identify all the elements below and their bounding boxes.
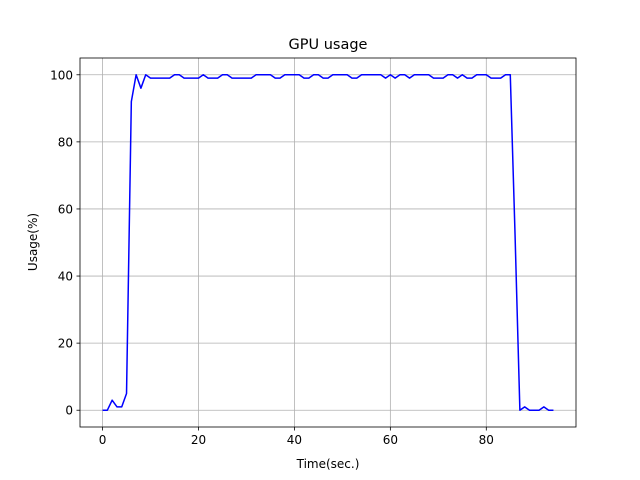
y-axis-label: Usage(%) <box>26 213 40 271</box>
x-tick-label: 80 <box>479 433 494 447</box>
y-tick-label: 0 <box>65 404 73 418</box>
y-tick-label: 80 <box>58 135 73 149</box>
plot-area <box>102 74 554 411</box>
x-axis-label: Time(sec.) <box>296 457 360 471</box>
y-tick-label: 60 <box>58 202 73 216</box>
y-axis-ticks: 0 20 40 60 80 100 <box>50 68 80 418</box>
y-tick-label: 20 <box>58 337 73 351</box>
chart-title: GPU usage <box>289 37 368 53</box>
gpu-usage-line <box>102 74 554 411</box>
grid-lines <box>80 58 576 427</box>
x-tick-label: 0 <box>99 433 107 447</box>
x-tick-label: 20 <box>191 433 206 447</box>
x-tick-label: 60 <box>383 433 398 447</box>
y-tick-label: 40 <box>58 270 73 284</box>
plot-frame <box>79 57 577 428</box>
x-axis-ticks: 0 20 40 60 80 <box>99 427 494 447</box>
y-tick-label: 100 <box>50 68 73 82</box>
x-tick-label: 40 <box>287 433 302 447</box>
